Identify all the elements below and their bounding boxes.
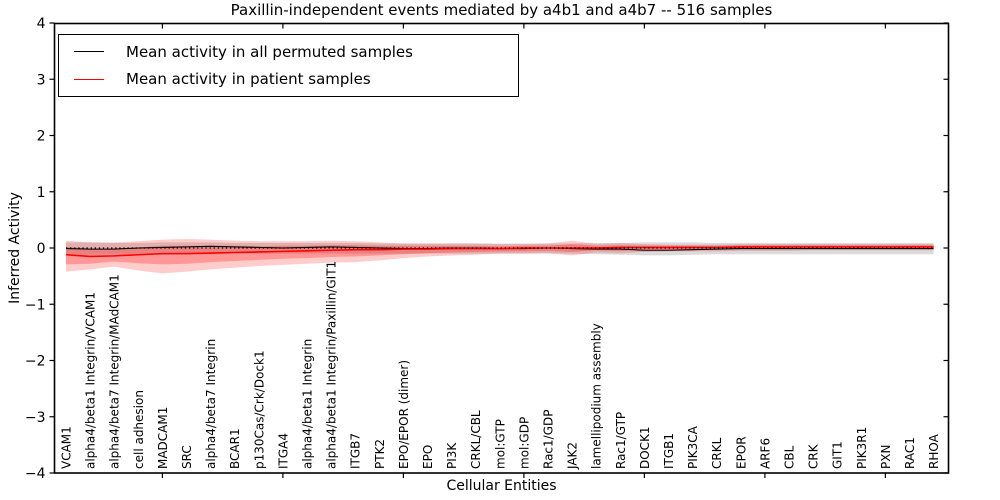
axis-ticks: [49, 22, 949, 478]
x-category-label: CRK: [807, 443, 821, 469]
y-tick-label: 3: [37, 72, 46, 88]
legend: Mean activity in all permuted samples Me…: [58, 34, 519, 97]
x-category-label: CRKL/CBL: [469, 410, 483, 469]
x-category-label: alpha4/beta1 Integrin: [301, 339, 315, 469]
permuted-line-swatch: [74, 51, 104, 53]
y-tick-label: 2: [37, 129, 46, 145]
x-category-label: cell adhesion: [132, 390, 146, 469]
x-category-label: alpha4/beta7 Integrin/MAdCAM1: [108, 274, 122, 469]
x-category-label: ITGA4: [276, 433, 290, 469]
x-category-label: RHOA: [927, 433, 941, 469]
x-category-labels: VCAM1 alpha4/beta1 Integrin/VCAM1 alpha4/b…: [60, 261, 942, 470]
x-category-label: VCAM1: [60, 426, 74, 469]
confidence-bands: [66, 239, 934, 274]
y-tick-label: −2: [25, 354, 46, 370]
y-tick-label: −4: [25, 466, 46, 482]
x-axis-label: Cellular Entities: [446, 478, 557, 494]
chart-title: Paxillin-independent events mediated by …: [230, 1, 773, 19]
x-category-label: mol:GDP: [517, 417, 531, 469]
x-category-label: RAC1: [903, 437, 917, 469]
x-category-label: EPO: [421, 445, 435, 469]
x-category-label: PXN: [879, 445, 893, 469]
x-category-label: BCAR1: [228, 428, 242, 469]
x-category-label: ITGB7: [349, 433, 363, 469]
x-category-label: SRC: [180, 445, 194, 469]
x-category-label: ARF6: [758, 438, 772, 469]
series-lines: [65, 245, 934, 258]
x-category-label: MADCAM1: [156, 407, 170, 469]
y-tick-label: −1: [25, 297, 46, 313]
patient-mean-line: [65, 246, 934, 258]
legend-item-patient: Mean activity in patient samples: [69, 66, 508, 92]
patient-line-swatch: [74, 78, 104, 80]
x-category-label: PIK3CA: [686, 425, 700, 469]
x-category-label: DOCK1: [638, 426, 652, 469]
x-category-label: CBL: [783, 445, 797, 469]
x-category-label: Rac1/GTP: [614, 412, 628, 469]
legend-label-permuted: Mean activity in all permuted samples: [126, 42, 413, 61]
y-tick-label: −3: [25, 410, 46, 426]
x-category-label: ITGB1: [662, 433, 676, 469]
x-category-label: PTK2: [373, 439, 387, 469]
x-category-label: PIK3R1: [855, 427, 869, 469]
x-category-label: alpha4/beta7 Integrin: [204, 339, 218, 469]
y-tick-label: 0: [37, 241, 46, 257]
x-category-label: p130Cas/Crk/Dock1: [252, 350, 266, 469]
x-category-label: PI3K: [445, 442, 459, 469]
y-tick-label: 1: [37, 185, 46, 201]
x-category-label: GIT1: [831, 441, 845, 469]
x-category-label: EPOR: [734, 436, 748, 469]
x-category-label: lamellipodium assembly: [590, 323, 604, 469]
x-category-label: alpha4/beta1 Integrin/VCAM1: [84, 292, 98, 469]
x-category-label: JAK2: [566, 442, 580, 470]
legend-label-patient: Mean activity in patient samples: [126, 70, 371, 89]
x-category-label: CRKL: [710, 437, 724, 469]
x-category-label: EPO/EPOR (dimer): [397, 360, 411, 469]
x-category-label: alpha4/beta1 Integrin/Paxillin/GIT1: [325, 261, 339, 469]
y-tick-label: 4: [37, 16, 46, 32]
x-category-label: Rac1/GDP: [542, 410, 556, 469]
y-tick-labels: 4 3 2 1 0 −1 −2 −3 −4: [25, 16, 46, 482]
legend-item-permuted: Mean activity in all permuted samples: [69, 39, 508, 65]
x-category-label: mol:GTP: [493, 419, 507, 469]
